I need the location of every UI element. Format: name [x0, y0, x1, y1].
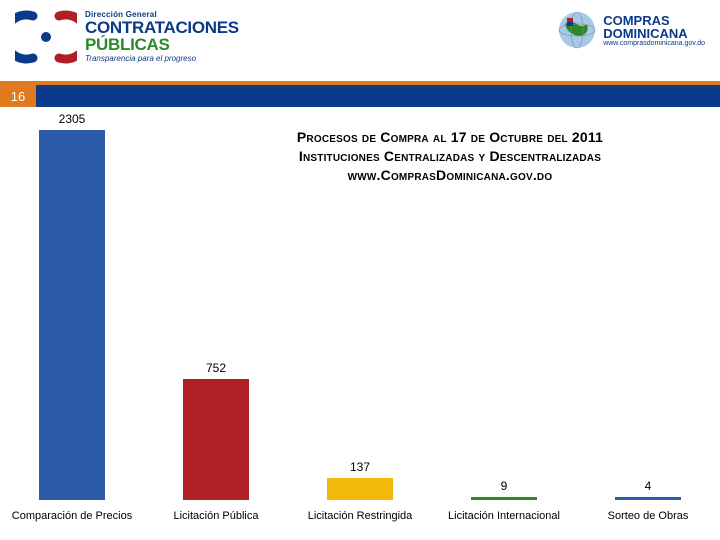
header: Dirección General CONTRATACIONES PÚBLICA…: [0, 0, 720, 85]
bar-rect: [39, 130, 105, 500]
logo2-line1: COMPRAS: [603, 14, 705, 27]
logo2-line2: DOMINICANA: [603, 27, 705, 40]
logo-mark-icon: [15, 8, 77, 66]
bar-value-label: 137: [350, 460, 370, 474]
x-axis-label: Licitación Pública: [144, 510, 288, 522]
bar-chart: 230575213794 Comparación de PreciosLicit…: [0, 112, 720, 540]
logo-comprasdominicana: COMPRAS DOMINICANA www.comprasdominicana…: [557, 10, 705, 50]
x-axis-label: Licitación Internacional: [432, 510, 576, 522]
logo-text: Dirección General CONTRATACIONES PÚBLICA…: [85, 11, 239, 63]
bar-slot: 9: [432, 479, 576, 500]
bar-rect: [471, 497, 537, 500]
bar-value-label: 2305: [59, 112, 86, 126]
logo-tagline: Transparencia para el progreso: [85, 55, 239, 63]
bar-rect: [327, 478, 393, 500]
bar-slot: 752: [144, 361, 288, 500]
logo-line2: PÚBLICAS: [85, 36, 239, 53]
bars-container: 2305 752 137 9 4: [0, 112, 720, 500]
x-axis-label: Comparación de Precios: [0, 510, 144, 522]
x-axis-label: Licitación Restringida: [288, 510, 432, 522]
blue-bar: 16: [0, 85, 720, 107]
globe-icon: [557, 10, 597, 50]
bar-slot: 137: [288, 460, 432, 500]
bar-rect: [183, 379, 249, 500]
bar-value-label: 752: [206, 361, 226, 375]
logo2-text: COMPRAS DOMINICANA www.comprasdominicana…: [603, 14, 705, 47]
bar-rect: [615, 497, 681, 500]
logo-contrataciones: Dirección General CONTRATACIONES PÚBLICA…: [15, 8, 239, 66]
bar-value-label: 4: [645, 479, 652, 493]
logo2-url: www.comprasdominicana.gov.do: [603, 40, 705, 47]
x-axis: Comparación de PreciosLicitación Pública…: [0, 510, 720, 522]
bar-value-label: 9: [501, 479, 508, 493]
page-number: 16: [0, 85, 36, 107]
bar-slot: 2305: [0, 112, 144, 500]
logo-line1: CONTRATACIONES: [85, 19, 239, 36]
bar-slot: 4: [576, 479, 720, 500]
x-axis-label: Sorteo de Obras: [576, 510, 720, 522]
